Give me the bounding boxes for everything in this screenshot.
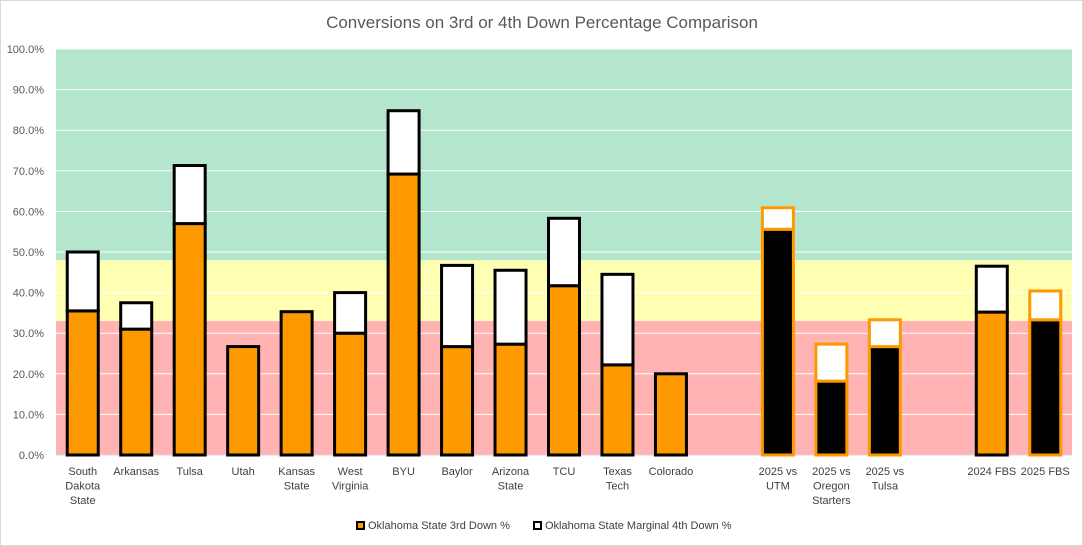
legend-swatch-fourth	[533, 521, 542, 530]
bar-4th-down	[867, 318, 902, 349]
bars	[65, 109, 1063, 457]
x-tick-label: Arizona	[492, 466, 530, 478]
x-tick-label: 2025 FBS	[1021, 466, 1070, 478]
bar-4th-down	[600, 272, 635, 367]
bar-3rd-down	[119, 327, 154, 457]
bar-4th-down	[386, 109, 421, 176]
x-tick-label: Tulsa	[872, 481, 899, 493]
bar-4th-down	[1028, 289, 1063, 322]
x-tick-label: 2025 vs	[812, 466, 851, 478]
bar-3rd-down	[279, 310, 314, 457]
x-tick-label: State	[70, 495, 96, 507]
bar-4th-down	[65, 250, 100, 313]
bar-3rd-down	[974, 310, 1009, 457]
bar-4th-down	[119, 301, 154, 331]
bar-3rd-down	[1028, 318, 1063, 457]
bar-4th-down	[440, 263, 475, 349]
bar-4th-down	[172, 164, 207, 226]
bar-3rd-down	[814, 379, 849, 457]
y-tick-label: 20.0%	[13, 369, 44, 381]
y-tick-label: 10.0%	[13, 409, 44, 421]
y-tick-label: 0.0%	[19, 450, 44, 462]
x-tick-label: Colorado	[649, 466, 694, 478]
x-tick-label: Tech	[606, 481, 629, 493]
x-tick-label: 2025 vs	[759, 466, 798, 478]
bar-4th-down	[493, 268, 528, 346]
bar-4th-down	[547, 216, 581, 288]
x-tick-label: Oregon	[813, 481, 850, 493]
y-tick-label: 30.0%	[13, 328, 44, 340]
x-tick-label: South	[68, 466, 97, 478]
bar-4th-down	[974, 264, 1009, 314]
x-axis-labels: South Dakota State Arkansas Tulsa Utah Kansas S…	[65, 466, 1069, 507]
x-tick-label: Texas	[603, 466, 632, 478]
y-tick-label: 50.0%	[13, 247, 44, 259]
x-tick-label: 2024 FBS	[967, 466, 1016, 478]
chart-title: Conversions on 3rd or 4th Down Percentag…	[326, 13, 758, 32]
bar-3rd-down	[867, 345, 902, 457]
x-tick-label: 2025 vs	[866, 466, 905, 478]
y-tick-label: 80.0%	[13, 125, 44, 137]
legend-swatch-third	[356, 521, 365, 530]
bar-3rd-down	[65, 309, 100, 457]
x-tick-label: Kansas	[278, 466, 315, 478]
x-tick-label: Tulsa	[176, 466, 203, 478]
x-tick-label: Dakota	[65, 481, 101, 493]
x-tick-label: Starters	[812, 495, 851, 507]
x-tick-label: Virginia	[332, 481, 369, 493]
y-tick-label: 40.0%	[13, 288, 44, 300]
bar-3rd-down	[493, 342, 528, 457]
bar-3rd-down	[600, 363, 635, 457]
x-tick-label: UTM	[766, 481, 790, 493]
y-tick-label: 70.0%	[13, 166, 44, 178]
bar-3rd-down	[226, 345, 261, 457]
x-tick-label: BYU	[392, 466, 415, 478]
bar-4th-down	[333, 291, 368, 335]
bar-4th-down	[760, 206, 795, 231]
x-tick-label: TCU	[553, 466, 576, 478]
x-tick-label: State	[284, 481, 310, 493]
y-tick-label: 100.0%	[7, 44, 45, 56]
y-tick-label: 90.0%	[13, 85, 44, 97]
bar-3rd-down	[760, 227, 795, 457]
y-axis-ticks: 0.0% 10.0% 20.0% 30.0% 40.0% 50.0% 60.0% 70.0% 8…	[7, 44, 45, 462]
x-tick-label: Baylor	[441, 466, 473, 478]
legend-label-fourth: Oklahoma State Marginal 4th Down %	[545, 520, 732, 532]
bar-3rd-down	[653, 372, 688, 457]
legend[interactable]: Oklahoma State 3rd Down % Oklahoma State …	[356, 520, 732, 532]
x-tick-label: State	[498, 481, 524, 493]
bar-3rd-down	[547, 284, 581, 457]
x-tick-label: Arkansas	[113, 466, 159, 478]
bar-4th-down	[814, 342, 849, 383]
x-tick-label: Utah	[232, 466, 255, 478]
y-tick-label: 60.0%	[13, 206, 44, 218]
bar-3rd-down	[172, 222, 207, 457]
legend-label-third: Oklahoma State 3rd Down %	[368, 520, 510, 532]
bar-3rd-down	[333, 331, 368, 457]
bar-3rd-down	[386, 172, 421, 457]
bar-3rd-down	[440, 345, 475, 457]
x-tick-label: West	[338, 466, 363, 478]
